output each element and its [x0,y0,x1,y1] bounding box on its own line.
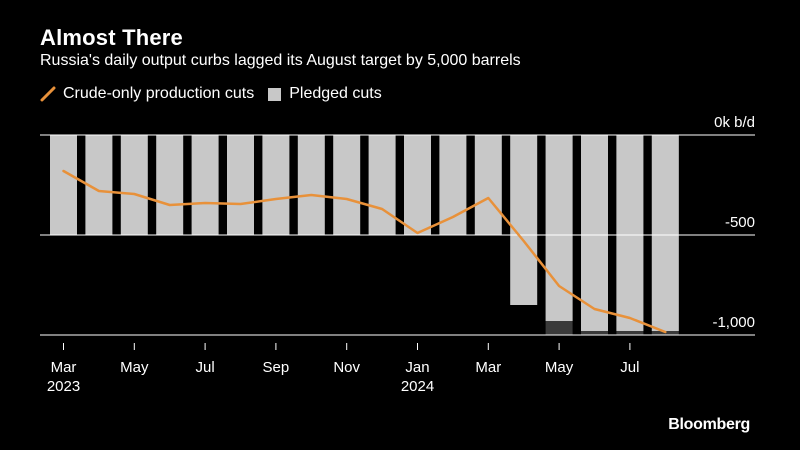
x-tick-label-7: May [545,359,574,376]
x-tick-label-3: Sep [263,359,290,376]
pledged-bar-4 [191,135,219,235]
line-swatch-icon [40,86,56,102]
x-tick-label-5: Jan [405,359,429,376]
legend-label-crude: Crude-only production cuts [63,85,255,102]
x-tick-label-1: May [120,359,149,376]
x-tick-label-6: Mar [475,359,501,376]
pledged-bar-5 [227,135,254,235]
pledged-bar-13 [510,135,538,305]
x-tick-label-8: Jul [620,359,639,376]
x-tick-label-0: Mar [51,359,77,376]
y-tick-label-0: 0k b/d [714,114,755,131]
legend-label-pledged: Pledged cuts [289,85,382,102]
chart-subtitle: Russia's daily output curbs lagged its A… [40,52,521,69]
bloomberg-logo: Bloomberg [668,416,750,433]
pledged-bar-0 [50,135,77,235]
y-tick-label-2: -1,000 [712,314,755,331]
bar-swatch-icon [268,87,282,101]
x-tick-label-4: Nov [333,359,360,376]
pledged-bar-17 [651,135,679,331]
x-tick-label-2: Jul [196,359,215,376]
legend-item-crude: Crude-only production cuts [40,85,254,103]
pledged-bar-10 [404,135,431,235]
legend: Crude-only production cuts Pledged cuts [40,85,396,103]
pledged-bar-12 [474,135,502,235]
pledged-bar-2 [120,135,148,235]
pledged-bar-9 [368,135,396,235]
x-tick-year-5: 2024 [401,378,434,395]
pledged-bar-16 [616,135,644,331]
pledged-bar-14 [545,135,573,321]
chart-title: Almost There [40,25,183,50]
y-tick-label-1: -500 [725,214,755,231]
pledged-bar-7 [297,135,325,235]
pledged-bar-6 [262,135,290,235]
crude-line [62,169,667,334]
pledged-bar-8 [333,135,361,235]
pledged-bar-15 [581,135,608,331]
pledged-bar-3 [156,135,184,235]
x-tick-year-0: 2023 [47,378,80,395]
legend-item-pledged: Pledged cuts [268,85,382,103]
